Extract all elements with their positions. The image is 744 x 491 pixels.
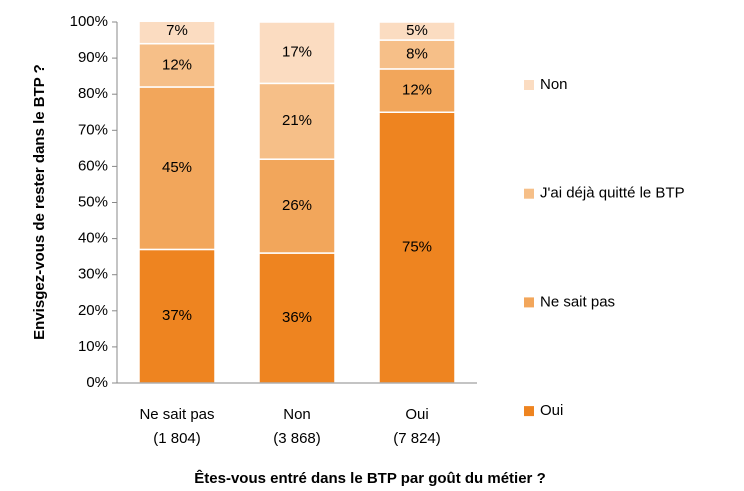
bar-segment	[138, 22, 216, 45]
bar-segment	[138, 86, 216, 251]
y-tick-label: 30%	[78, 266, 108, 283]
plot-area	[138, 22, 456, 383]
legend-swatch	[524, 80, 534, 90]
bar-segment	[378, 22, 456, 41]
data-label: 37%	[162, 307, 192, 324]
y-tick-label: 40%	[78, 230, 108, 247]
x-axis-title: Êtes-vous entré dans le BTP par goût du …	[194, 469, 545, 487]
data-label: 5%	[406, 22, 428, 39]
data-label: 21%	[282, 112, 312, 129]
x-tick-label: (1 804)	[153, 430, 201, 447]
y-tick-label: 20%	[78, 302, 108, 319]
y-tick-label: 100%	[70, 13, 108, 30]
x-tick-label: Non	[283, 406, 311, 423]
legend-swatch	[524, 297, 534, 308]
legend-swatch	[524, 188, 534, 199]
bar-segment	[378, 39, 456, 70]
y-tick-label: 10%	[78, 338, 108, 355]
bar-segment	[258, 22, 336, 85]
bar-segment	[258, 252, 336, 383]
x-tick-label: (3 868)	[273, 430, 321, 447]
y-tick-label: 70%	[78, 121, 108, 138]
data-label: 75%	[402, 239, 432, 256]
bar-segment	[258, 158, 336, 254]
y-tick-label: 0%	[86, 374, 108, 391]
legend-label: Non	[540, 76, 568, 93]
legend-label: Ne sait pas	[540, 293, 615, 310]
x-tick-label: Ne sait pas	[139, 406, 214, 423]
legend-label: Oui	[540, 402, 563, 419]
y-tick-label: 80%	[78, 85, 108, 102]
data-label: 8%	[406, 45, 428, 62]
legend-label: J'ai déjà quitté le BTP	[540, 185, 685, 202]
y-tick-label: 90%	[78, 49, 108, 66]
data-label: 12%	[162, 56, 192, 73]
data-label: 12%	[402, 82, 432, 99]
x-tick-label: Oui	[405, 406, 428, 423]
data-label: 45%	[162, 159, 192, 176]
bar-segment	[138, 42, 216, 88]
data-label: 26%	[282, 197, 312, 214]
x-tick-label: (7 824)	[393, 430, 441, 447]
bar-segment	[138, 248, 216, 383]
bar-segment	[378, 68, 456, 113]
y-tick-label: 60%	[78, 157, 108, 174]
bar-segment	[378, 111, 456, 383]
y-tick-label: 50%	[78, 193, 108, 210]
data-label: 17%	[282, 44, 312, 61]
legend-swatch	[524, 406, 534, 417]
bar-segment	[258, 82, 336, 160]
data-label: 7%	[166, 22, 188, 39]
data-label: 36%	[282, 309, 312, 326]
y-axis-title: Envisgez-vous de rester dans le BTP ?	[31, 64, 48, 340]
